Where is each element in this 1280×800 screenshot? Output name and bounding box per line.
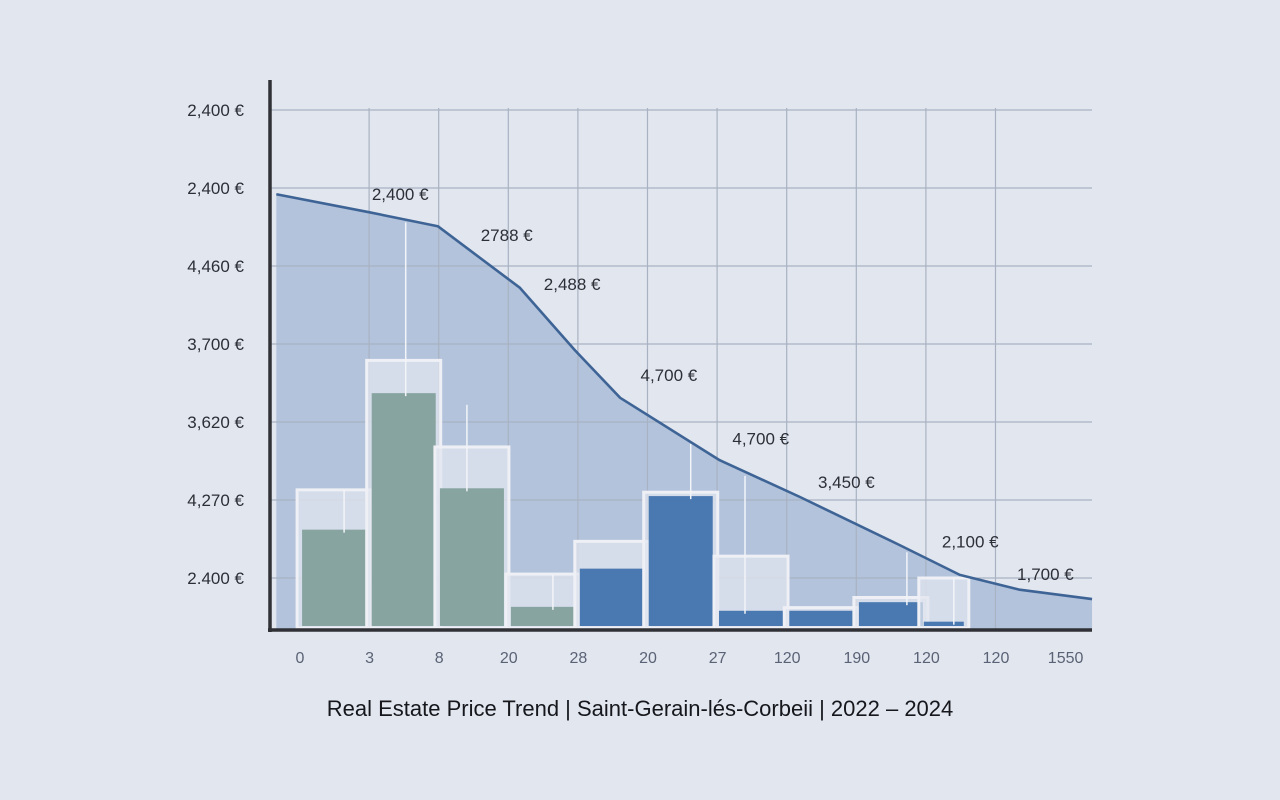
data-label: 1,700 € xyxy=(1017,565,1074,584)
data-label: 3,450 € xyxy=(818,473,875,492)
chart-title: Real Estate Price Trend | Saint-Gerain-l… xyxy=(326,696,954,721)
bar xyxy=(510,606,575,626)
x-tick-label: 20 xyxy=(500,650,518,667)
data-label: 4,700 € xyxy=(732,429,789,448)
x-tick-label: 190 xyxy=(843,650,870,667)
x-tick-label: 20 xyxy=(639,650,657,667)
x-tick-label: 120 xyxy=(774,650,801,667)
y-tick-label: 4,270 € xyxy=(187,491,244,510)
x-tick-label: 8 xyxy=(435,650,444,667)
data-label: 4,700 € xyxy=(641,366,698,385)
bar xyxy=(302,529,367,626)
data-label: 2,488 € xyxy=(544,275,601,294)
y-tick-label: 2,400 € xyxy=(187,101,244,120)
bar-range-outline xyxy=(917,576,971,630)
bar xyxy=(789,610,854,626)
trend-line xyxy=(276,192,1093,601)
x-tick-label: 28 xyxy=(570,650,588,667)
y-tick-label: 3,620 € xyxy=(187,413,244,432)
bar xyxy=(858,602,923,626)
y-tick-label: 2.400 € xyxy=(187,569,244,588)
bar xyxy=(579,568,644,626)
data-label: 2788 € xyxy=(481,226,534,245)
x-tick-label: 1550 xyxy=(1048,650,1084,667)
data-label: 2,100 € xyxy=(942,532,999,551)
data-label: 2,400 € xyxy=(372,185,429,204)
bar xyxy=(648,496,713,626)
x-tick-label: 0 xyxy=(296,650,305,667)
y-tick-label: 3,700 € xyxy=(187,335,244,354)
bar xyxy=(439,488,504,626)
bar xyxy=(923,621,964,626)
x-tick-label: 27 xyxy=(709,650,727,667)
y-tick-label: 2,400 € xyxy=(187,179,244,198)
x-tick-label: 120 xyxy=(983,650,1010,667)
x-tick-label: 120 xyxy=(913,650,940,667)
bar xyxy=(371,393,436,626)
y-tick-label: 4,460 € xyxy=(187,257,244,276)
x-tick-label: 3 xyxy=(365,650,374,667)
bar xyxy=(718,610,784,626)
